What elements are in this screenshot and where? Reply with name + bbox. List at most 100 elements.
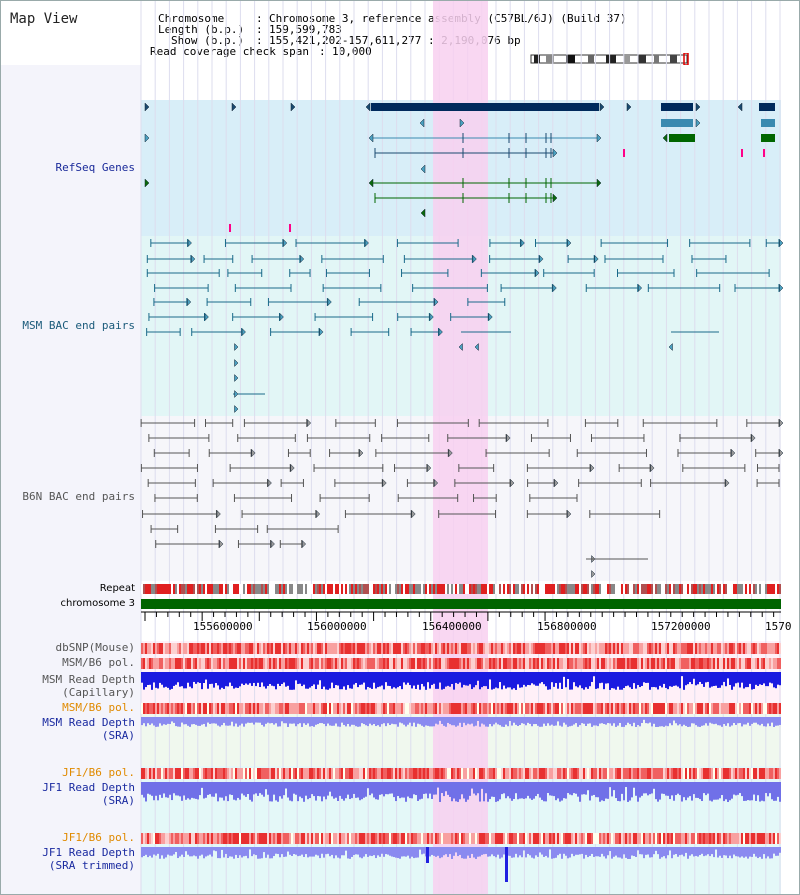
refseq-track-label[interactable]: RefSeq Genes xyxy=(55,161,135,174)
heat-mark xyxy=(421,658,423,669)
depth-bar xyxy=(585,847,587,855)
depth-bar xyxy=(733,847,735,855)
heat-mark xyxy=(191,703,193,714)
heat-mark xyxy=(143,768,145,779)
depth-bar xyxy=(703,717,705,726)
heat-mark xyxy=(687,658,689,669)
depth-bar xyxy=(205,847,207,857)
heat-mark xyxy=(753,768,755,779)
repeat-mark xyxy=(661,584,663,594)
b6n-bac-track-label[interactable]: B6N BAC end pairs xyxy=(22,490,135,503)
heat-mark xyxy=(569,703,571,714)
depth-bar xyxy=(161,782,163,798)
jf1-read-depth-sra-label[interactable]: JF1 Read Depth xyxy=(42,781,135,794)
msm-read-depth-cap-label[interactable]: MSM Read Depth xyxy=(42,673,135,686)
depth-bar xyxy=(203,717,205,724)
repeat-mark xyxy=(551,584,553,594)
gene-arrow xyxy=(472,254,477,264)
heat-mark xyxy=(635,768,637,779)
msm-read-depth-sra-label[interactable]: MSM Read Depth xyxy=(42,716,135,729)
heat-mark xyxy=(419,833,421,844)
depth-bar xyxy=(645,782,647,794)
chromosome-ideogram[interactable] xyxy=(530,53,692,65)
heat-mark xyxy=(709,703,711,714)
depth-bar xyxy=(717,717,719,726)
depth-bar xyxy=(515,717,517,725)
depth-bar xyxy=(661,672,663,688)
depth-bar xyxy=(631,847,633,856)
depth-bar xyxy=(683,672,685,690)
heat-mark xyxy=(395,833,397,844)
depth-bar xyxy=(707,782,709,794)
repeat-mark xyxy=(583,584,585,594)
heat-mark xyxy=(233,703,235,714)
heat-mark xyxy=(143,703,145,714)
depth-bar xyxy=(639,782,641,798)
heat-mark xyxy=(181,658,183,669)
depth-bar xyxy=(469,782,471,796)
heat-mark xyxy=(265,658,267,669)
heat-mark xyxy=(421,703,423,714)
repeat-mark xyxy=(629,584,631,594)
heat-mark xyxy=(485,833,487,844)
depth-bar xyxy=(289,717,291,724)
heat-mark xyxy=(761,658,763,669)
heat-mark xyxy=(313,643,315,654)
depth-bar xyxy=(451,717,453,726)
depth-bar xyxy=(317,782,319,796)
heat-mark xyxy=(421,768,423,779)
depth-bar xyxy=(329,717,331,726)
heat-mark xyxy=(449,703,451,714)
depth-bar xyxy=(541,717,543,727)
heat-mark xyxy=(519,658,521,669)
repeat-mark xyxy=(251,584,253,594)
heat-mark xyxy=(317,643,319,654)
depth-bar xyxy=(243,782,245,796)
heat-mark xyxy=(667,703,669,714)
jf1-b6-pol-2-track-label[interactable]: JF1/B6 pol. xyxy=(62,831,135,844)
heat-mark xyxy=(173,768,175,779)
msm-b6-pol-2-track-label[interactable]: MSM/B6 pol. xyxy=(62,701,135,714)
heat-mark xyxy=(709,768,711,779)
heat-mark xyxy=(179,768,181,779)
heat-mark xyxy=(365,703,367,714)
dbsnp-track-label[interactable]: dbSNP(Mouse) xyxy=(55,641,135,654)
msm-b6-pol-track-label[interactable]: MSM/B6 pol. xyxy=(62,656,135,669)
repeat-mark xyxy=(249,584,251,594)
heat-mark xyxy=(475,658,477,669)
heat-mark xyxy=(759,768,761,779)
jf1-b6-pol-track-label[interactable]: JF1/B6 pol. xyxy=(62,766,135,779)
gene-arrow xyxy=(459,118,465,128)
repeat-mark xyxy=(305,584,307,594)
heat-mark xyxy=(719,658,721,669)
repeat-mark xyxy=(777,584,779,594)
repeat-mark xyxy=(425,584,427,594)
jf1-read-depth-trim-label[interactable]: JF1 Read Depth xyxy=(42,846,135,859)
gene-arrow xyxy=(506,433,511,443)
heat-mark xyxy=(569,643,571,654)
depth-bar xyxy=(405,672,407,685)
heat-mark xyxy=(205,643,207,654)
depth-bar xyxy=(593,672,595,677)
heat-mark xyxy=(743,643,745,654)
depth-bar xyxy=(443,847,445,856)
depth-bar xyxy=(605,717,607,725)
depth-bar xyxy=(625,672,627,687)
depth-bar xyxy=(769,782,771,794)
heat-mark xyxy=(685,658,687,669)
depth-bar xyxy=(377,672,379,688)
repeat-mark xyxy=(245,584,247,594)
repeat-mark xyxy=(497,584,499,594)
depth-bar xyxy=(729,672,731,685)
depth-bar xyxy=(165,847,167,858)
depth-bar xyxy=(149,717,151,725)
heat-mark xyxy=(575,768,577,779)
heat-mark xyxy=(371,658,373,669)
msm-bac-track-label[interactable]: MSM BAC end pairs xyxy=(22,319,135,332)
depth-bar xyxy=(375,782,377,800)
depth-bar xyxy=(741,672,743,683)
depth-bar xyxy=(527,847,529,854)
depth-bar xyxy=(633,717,635,723)
depth-bar xyxy=(245,847,247,856)
